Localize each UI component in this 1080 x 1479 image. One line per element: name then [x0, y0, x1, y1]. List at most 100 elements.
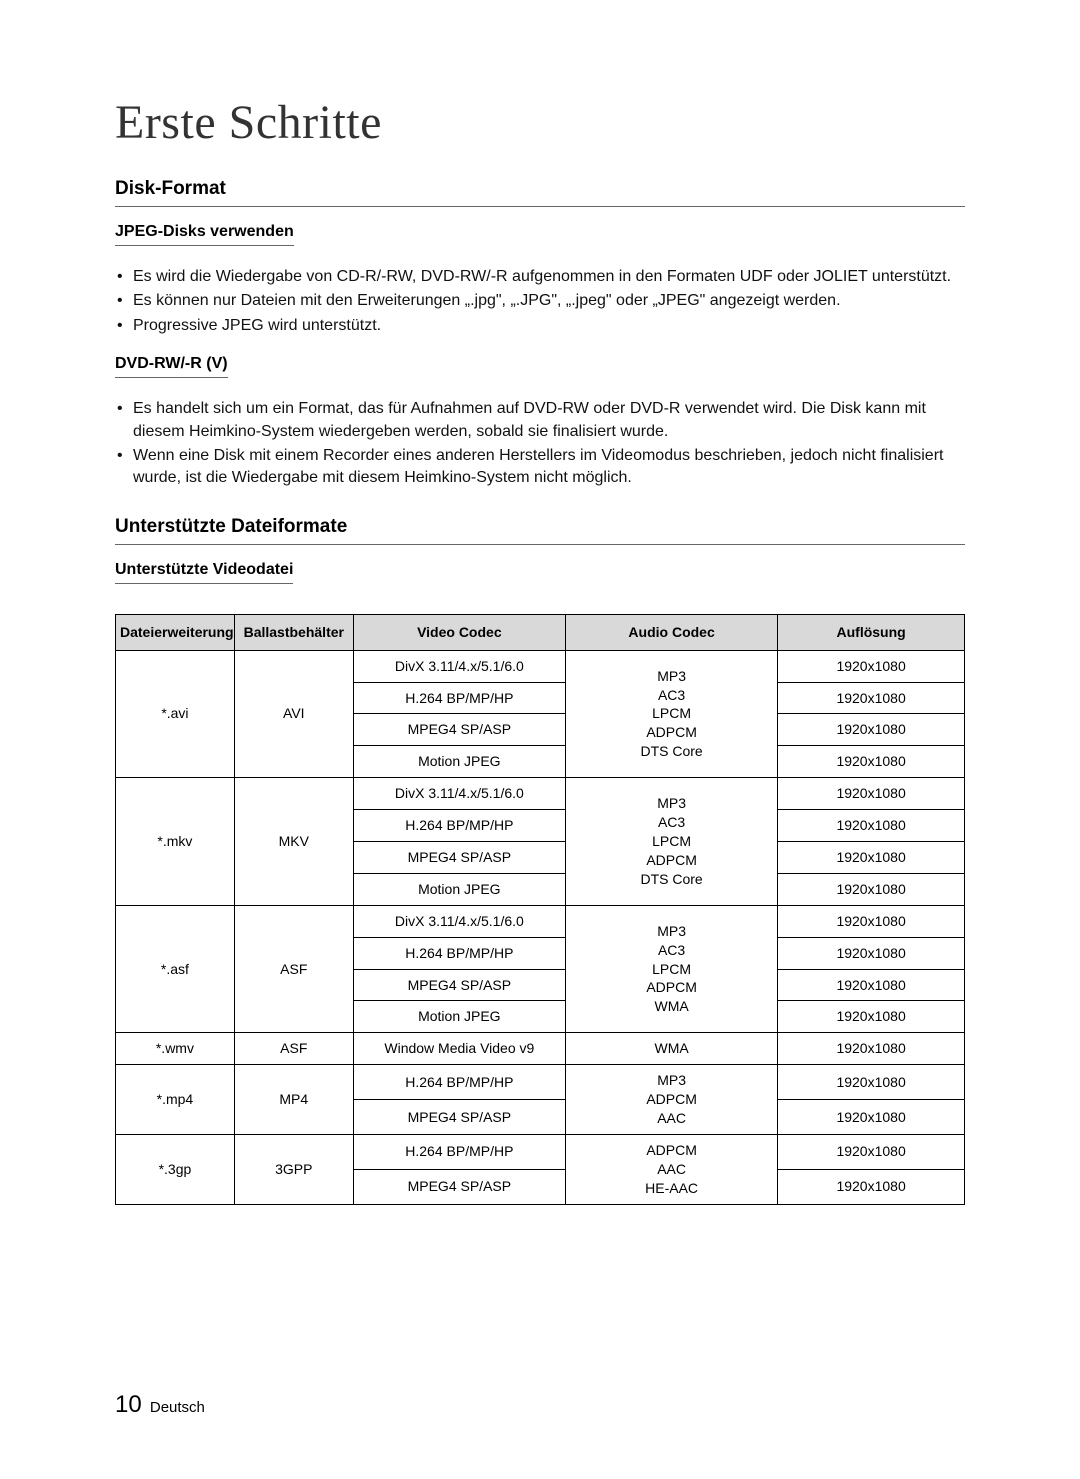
audio-codec-line: ADPCM	[570, 978, 773, 997]
cell-audio-codec: MP3ADPCMAAC	[565, 1065, 777, 1135]
cell-resolution: 1920x1080	[778, 1001, 965, 1033]
cell-container: ASF	[234, 1033, 353, 1065]
table-row: *.3gp3GPPH.264 BP/MP/HPADPCMAACHE-AAC192…	[116, 1134, 965, 1169]
cell-container: MKV	[234, 778, 353, 906]
page-title: Erste Schritte	[115, 95, 965, 150]
cell-container: MP4	[234, 1065, 353, 1135]
cell-resolution: 1920x1080	[778, 714, 965, 746]
cell-resolution: 1920x1080	[778, 1100, 965, 1135]
cell-video-codec: DivX 3.11/4.x/5.1/6.0	[353, 650, 565, 682]
audio-codec-line: DTS Core	[570, 742, 773, 761]
cell-resolution: 1920x1080	[778, 1065, 965, 1100]
cell-extension: *.mp4	[116, 1065, 235, 1135]
table-row: *.asfASFDivX 3.11/4.x/5.1/6.0MP3AC3LPCMA…	[116, 905, 965, 937]
cell-extension: *.avi	[116, 650, 235, 778]
cell-resolution: 1920x1080	[778, 778, 965, 810]
cell-audio-codec: MP3AC3LPCMADPCMDTS Core	[565, 650, 777, 778]
cell-video-codec: Motion JPEG	[353, 746, 565, 778]
cell-video-codec: DivX 3.11/4.x/5.1/6.0	[353, 905, 565, 937]
audio-codec-line: ADPCM	[570, 1141, 773, 1160]
th-container: Ballastbehälter	[234, 614, 353, 650]
audio-codec-line: AC3	[570, 813, 773, 832]
audio-codec-line: MP3	[570, 1071, 773, 1090]
cell-resolution: 1920x1080	[778, 841, 965, 873]
th-extension: Dateierweiterung	[116, 614, 235, 650]
cell-extension: *.wmv	[116, 1033, 235, 1065]
cell-resolution: 1920x1080	[778, 746, 965, 778]
cell-resolution: 1920x1080	[778, 905, 965, 937]
cell-resolution: 1920x1080	[778, 682, 965, 714]
cell-video-codec: MPEG4 SP/ASP	[353, 841, 565, 873]
list-item: Es handelt sich um ein Format, das für A…	[115, 398, 965, 443]
page-language: Deutsch	[150, 1399, 205, 1416]
cell-resolution: 1920x1080	[778, 810, 965, 842]
cell-audio-codec: ADPCMAACHE-AAC	[565, 1134, 777, 1204]
cell-resolution: 1920x1080	[778, 1169, 965, 1204]
cell-video-codec: MPEG4 SP/ASP	[353, 1100, 565, 1135]
list-item: Es wird die Wiedergabe von CD-R/-RW, DVD…	[115, 266, 965, 288]
table-row: *.aviAVIDivX 3.11/4.x/5.1/6.0MP3AC3LPCMA…	[116, 650, 965, 682]
cell-container: 3GPP	[234, 1134, 353, 1204]
cell-video-codec: Motion JPEG	[353, 1001, 565, 1033]
cell-video-codec: Window Media Video v9	[353, 1033, 565, 1065]
table-row: *.wmvASFWindow Media Video v9 WMA 1920x108…	[116, 1033, 965, 1065]
th-resolution: Auflösung	[778, 614, 965, 650]
cell-extension: *.3gp	[116, 1134, 235, 1204]
table-header-row: Dateierweiterung Ballastbehälter Video C…	[116, 614, 965, 650]
audio-codec-line: MP3	[570, 794, 773, 813]
cell-video-codec: MPEG4 SP/ASP	[353, 1169, 565, 1204]
list-item: Es können nur Dateien mit den Erweiterun…	[115, 290, 965, 312]
audio-codec-line: LPCM	[570, 704, 773, 723]
audio-codec-line: WMA	[570, 997, 773, 1016]
table-row: *.mkvMKVDivX 3.11/4.x/5.1/6.0MP3AC3LPCMA…	[116, 778, 965, 810]
page-number: 10	[115, 1391, 142, 1418]
list-item: Wenn eine Disk mit einem Recorder eines …	[115, 445, 965, 490]
dvdrw-bullet-list: Es handelt sich um ein Format, das für A…	[115, 398, 965, 490]
cell-video-codec: DivX 3.11/4.x/5.1/6.0	[353, 778, 565, 810]
subsection-dvdrw: DVD-RW/-R (V)	[115, 355, 228, 378]
audio-codec-line: AC3	[570, 686, 773, 705]
th-video-codec: Video Codec	[353, 614, 565, 650]
audio-codec-line: ADPCM	[570, 851, 773, 870]
cell-video-codec: H.264 BP/MP/HP	[353, 1134, 565, 1169]
cell-extension: *.asf	[116, 905, 235, 1033]
cell-video-codec: H.264 BP/MP/HP	[353, 810, 565, 842]
section-supported-formats: Unterstützte Dateiformate	[115, 516, 965, 545]
cell-resolution: 1920x1080	[778, 873, 965, 905]
cell-video-codec: MPEG4 SP/ASP	[353, 714, 565, 746]
cell-container: AVI	[234, 650, 353, 778]
list-item: Progressive JPEG wird unterstützt.	[115, 315, 965, 337]
cell-resolution: 1920x1080	[778, 937, 965, 969]
section-disk-format: Disk-Format	[115, 178, 965, 207]
cell-video-codec: H.264 BP/MP/HP	[353, 1065, 565, 1100]
cell-video-codec: Motion JPEG	[353, 873, 565, 905]
cell-resolution: 1920x1080	[778, 969, 965, 1001]
table-row: *.mp4MP4H.264 BP/MP/HPMP3ADPCMAAC1920x10…	[116, 1065, 965, 1100]
codec-table: Dateierweiterung Ballastbehälter Video C…	[115, 614, 965, 1205]
cell-resolution: 1920x1080	[778, 650, 965, 682]
jpeg-bullet-list: Es wird die Wiedergabe von CD-R/-RW, DVD…	[115, 266, 965, 337]
page-footer: 10 Deutsch	[115, 1391, 205, 1419]
cell-video-codec: MPEG4 SP/ASP	[353, 969, 565, 1001]
subsection-jpeg-disks: JPEG-Disks verwenden	[115, 223, 294, 246]
audio-codec-line: MP3	[570, 667, 773, 686]
audio-codec-line: MP3	[570, 922, 773, 941]
audio-codec-line: HE-AAC	[570, 1179, 773, 1198]
cell-resolution: 1920x1080	[778, 1134, 965, 1169]
audio-codec-line: LPCM	[570, 960, 773, 979]
th-audio-codec: Audio Codec	[565, 614, 777, 650]
audio-codec-line: AAC	[570, 1109, 773, 1128]
cell-extension: *.mkv	[116, 778, 235, 906]
cell-audio-codec: MP3AC3LPCMADPCMWMA	[565, 905, 777, 1033]
cell-container: ASF	[234, 905, 353, 1033]
cell-resolution: 1920x1080	[778, 1033, 965, 1065]
audio-codec-line: AC3	[570, 941, 773, 960]
audio-codec-line: ADPCM	[570, 1090, 773, 1109]
subsection-supported-video: Unterstützte Videodatei	[115, 561, 293, 584]
audio-codec-line: AAC	[570, 1160, 773, 1179]
cell-video-codec: H.264 BP/MP/HP	[353, 937, 565, 969]
cell-video-codec: H.264 BP/MP/HP	[353, 682, 565, 714]
audio-codec-line: WMA	[570, 1039, 773, 1058]
audio-codec-line: ADPCM	[570, 723, 773, 742]
audio-codec-line: DTS Core	[570, 870, 773, 889]
